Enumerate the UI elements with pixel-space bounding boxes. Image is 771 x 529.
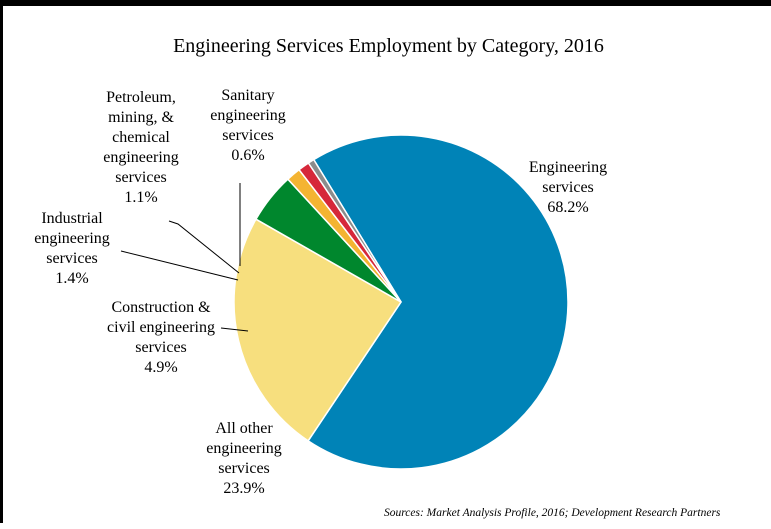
- slice-label-line: services: [115, 169, 167, 186]
- slice-label-5: Sanitary engineering services 0.6%: [203, 86, 293, 166]
- slice-value-label: 23.9%: [223, 480, 265, 497]
- slice-label-3: Industrial engineering services 1.4%: [17, 209, 127, 289]
- slice-label-line: All other: [215, 420, 273, 437]
- slice-label-2: Construction & civil engineering services 4…: [91, 298, 231, 378]
- slice-label-4: Petroleum, mining, & chemical engineering se…: [86, 88, 196, 208]
- source-note: Sources: Market Analysis Profile, 2016; …: [384, 507, 721, 519]
- leader-line-2: [220, 327, 249, 332]
- slice-label-1: All other engineering services 23.9%: [194, 419, 294, 499]
- slice-label-line: chemical: [112, 129, 170, 146]
- leader-line-4: [168, 220, 240, 274]
- pie-chart: [120, 134, 569, 470]
- slice-label-line: Industrial: [41, 210, 103, 227]
- slice-label-line: Construction &: [111, 299, 211, 316]
- pie-slice-1: [233, 218, 403, 442]
- slice-label-line: services: [46, 250, 98, 267]
- slice-value-label: 0.6%: [231, 147, 265, 164]
- leader-line-3: [120, 250, 239, 281]
- slice-label-line: mining, &: [108, 109, 174, 126]
- slice-label-line: civil engineering: [107, 319, 215, 336]
- slice-label-line: services: [222, 127, 274, 144]
- slice-label-line: engineering: [206, 440, 282, 457]
- slice-label-line: Sanitary: [221, 87, 275, 104]
- slice-label-line: Engineering: [528, 159, 608, 176]
- slice-label-line: engineering: [210, 107, 286, 124]
- slice-label-line: engineering: [103, 149, 179, 166]
- slice-value-label: 1.1%: [124, 189, 158, 206]
- slice-label-line: services: [542, 179, 594, 196]
- pie-slice-5: [307, 158, 402, 303]
- slice-value-label: 1.4%: [55, 270, 89, 287]
- slice-label-0: Engineering services 68.2%: [518, 158, 618, 218]
- pie-slice-0: [307, 134, 569, 470]
- slice-label-line: services: [218, 460, 270, 477]
- slice-value-label: 4.9%: [144, 359, 178, 376]
- slice-label-line: engineering: [34, 230, 110, 247]
- slice-value-label: 68.2%: [547, 199, 589, 216]
- slice-label-line: services: [135, 339, 187, 356]
- slice-label-line: Petroleum,: [106, 89, 176, 106]
- chart-title: Engineering Services Employment by Categ…: [173, 35, 604, 57]
